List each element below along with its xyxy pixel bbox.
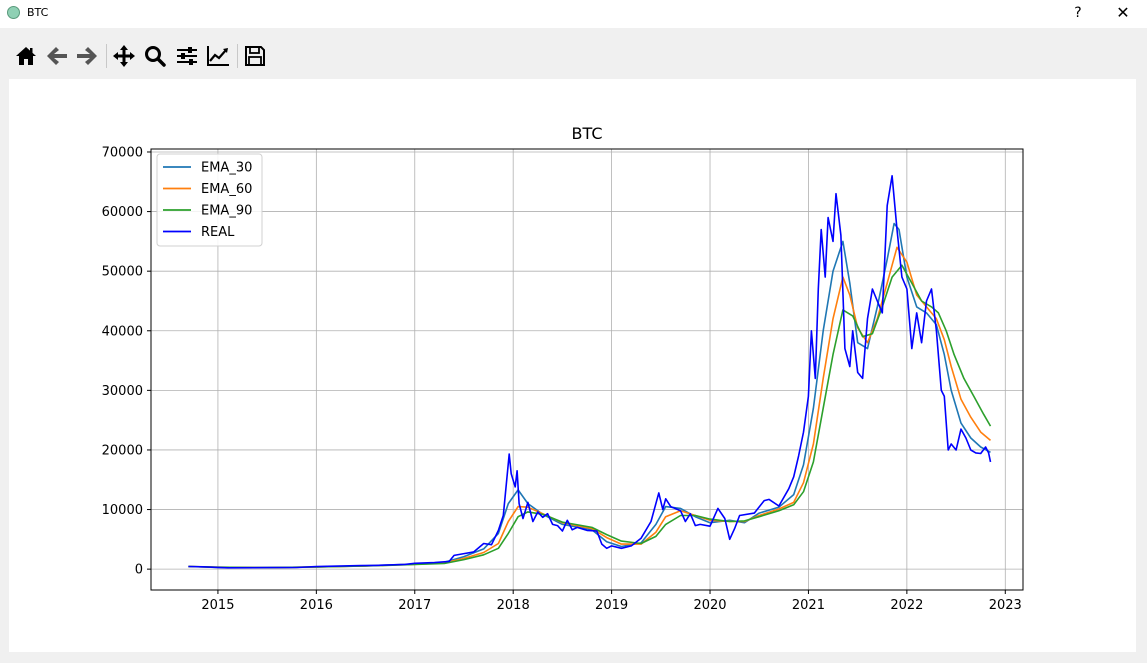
legend-box: [156, 153, 263, 247]
arrow-right-icon: [77, 47, 97, 65]
series-line-real: [188, 175, 992, 569]
series-lines: [188, 175, 992, 569]
y-tick-label: 20000: [102, 443, 143, 458]
configure-subplots-button[interactable]: [173, 42, 201, 70]
y-tick-label: 60000: [102, 205, 143, 220]
help-button[interactable]: ?: [1074, 5, 1082, 21]
y-tick-label: 40000: [102, 324, 143, 339]
x-tick-label: 2018: [497, 598, 530, 613]
close-button[interactable]: ✕: [1116, 3, 1130, 22]
x-tick-label: 2023: [989, 598, 1022, 613]
x-tick-label: 2016: [300, 598, 333, 613]
axes-frame: [150, 148, 1024, 591]
btc-line-chart: 2015 2016 2017 2018 2019 2020 2021 2022 2023 0 100…: [102, 124, 1024, 613]
y-tick-label: 30000: [102, 384, 143, 399]
window-title: BTC: [27, 6, 49, 19]
series-line-ema-90: [188, 264, 992, 569]
legend: EMA_30 EMA_60 EMA_90 REAL: [156, 153, 263, 247]
home-button[interactable]: [12, 42, 40, 70]
series-line-ema-30: [188, 222, 991, 569]
app-icon: [7, 6, 20, 19]
legend-label: EMA_30: [201, 161, 252, 176]
toolbar-separator: [106, 44, 107, 68]
x-tick-label: 2017: [398, 598, 431, 613]
title-bar: BTC ? ✕: [0, 0, 1147, 28]
chart-line-icon: [207, 46, 229, 66]
figure-canvas: 2015 2016 2017 2018 2019 2020 2021 2022 2023 0 100…: [9, 79, 1136, 652]
edit-axes-button[interactable]: [204, 42, 232, 70]
toolbar-separator: [237, 44, 238, 68]
home-icon: [16, 47, 36, 65]
y-tick-label: 0: [135, 563, 143, 578]
arrow-left-icon: [47, 47, 67, 65]
pan-button[interactable]: [110, 42, 138, 70]
x-tick-label: 2022: [890, 598, 923, 613]
x-tick-label: 2021: [792, 598, 825, 613]
zoom-icon: [145, 46, 166, 67]
legend-label: EMA_60: [201, 182, 252, 197]
grid-lines: [151, 149, 1023, 590]
x-tick-label: 2020: [693, 598, 726, 613]
legend-label: REAL: [201, 225, 235, 240]
save-button[interactable]: [241, 42, 269, 70]
y-tick-label: 50000: [102, 265, 143, 280]
series-line-ema-60: [188, 246, 992, 569]
back-button[interactable]: [43, 42, 71, 70]
sliders-icon: [177, 47, 197, 65]
axis-ticks: 2015 2016 2017 2018 2019 2020 2021 2022 2023 0 100…: [102, 145, 1022, 613]
zoom-button[interactable]: [141, 42, 169, 70]
x-tick-label: 2019: [595, 598, 628, 613]
y-tick-label: 70000: [102, 145, 143, 160]
forward-button[interactable]: [73, 42, 101, 70]
save-icon: [245, 46, 265, 66]
chart-title: BTC: [572, 124, 603, 143]
move-icon: [113, 45, 135, 67]
navigation-toolbar: [0, 28, 1147, 78]
y-tick-label: 10000: [102, 503, 143, 518]
legend-label: EMA_90: [201, 204, 252, 219]
x-tick-label: 2015: [201, 598, 234, 613]
